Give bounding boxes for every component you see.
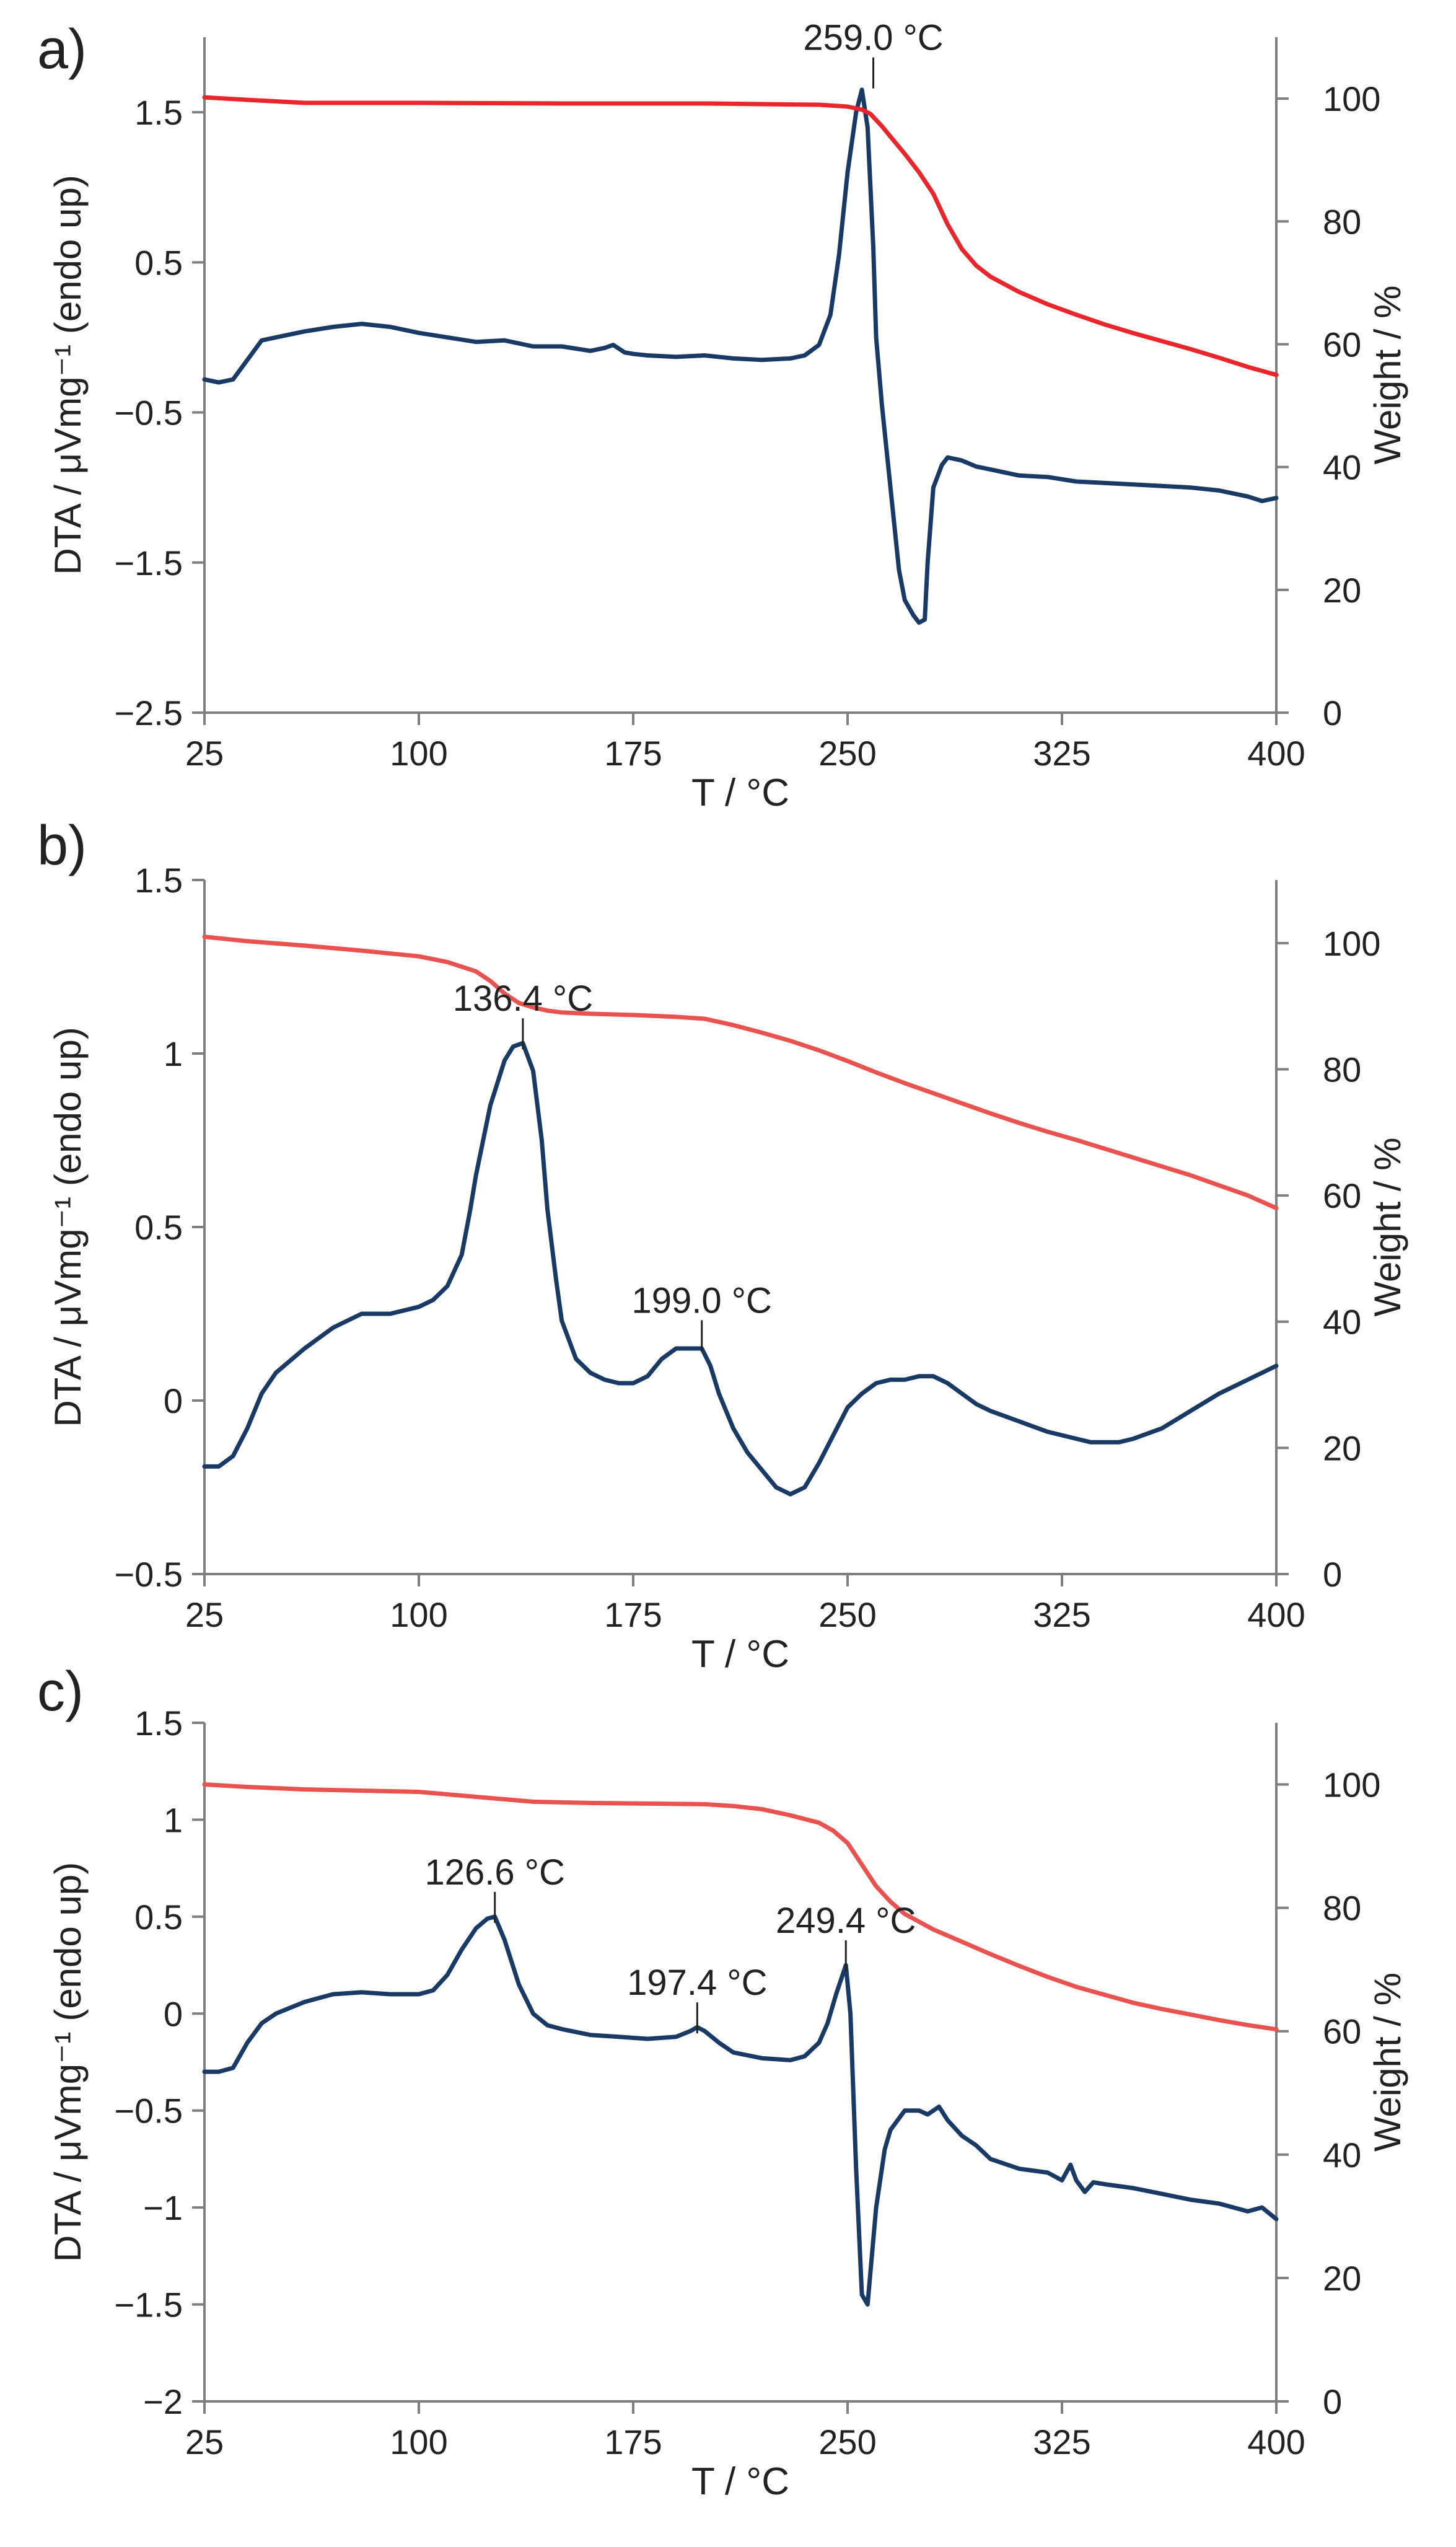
- peak-label: 259.0 °C: [803, 18, 943, 58]
- y-right-tick-label: 100: [1323, 924, 1380, 963]
- y-left-axis-title: DTA / μVmg⁻¹ (endo up): [47, 175, 89, 574]
- x-tick-label: 100: [390, 734, 447, 773]
- x-tick-label: 100: [390, 1595, 447, 1634]
- y-right-axis-title: Weight / %: [1367, 1973, 1408, 2152]
- y-left-tick-label: 0: [164, 1381, 183, 1420]
- y-left-tick-label: −1.5: [114, 2285, 183, 2325]
- x-tick-label: 250: [818, 734, 876, 773]
- y-left-tick-label: −0.5: [114, 2092, 183, 2131]
- y-left-tick-label: 1: [164, 1800, 183, 1839]
- peak-label: 197.4 °C: [627, 1963, 767, 2003]
- x-tick-label: 25: [185, 2422, 224, 2461]
- y-left-axis-title: DTA / μVmg⁻¹ (endo up): [47, 1027, 89, 1427]
- peak-label: 199.0 °C: [632, 1280, 772, 1321]
- y-right-axis-title: Weight / %: [1367, 1137, 1408, 1316]
- weight-curve: [202, 1782, 1279, 2032]
- panel-label: c): [37, 1661, 84, 1723]
- peak-label: 126.6 °C: [425, 1852, 565, 1893]
- x-axis-title: T / °C: [691, 1633, 789, 1676]
- x-tick-label: 175: [604, 2422, 662, 2461]
- x-tick-label: 25: [185, 734, 224, 773]
- chart-panel-a: a) 25 100 175 250 325 400 −2.5 −1.5 −0.5 0.5 1.5 0 20…: [37, 18, 1408, 814]
- y-left-tick-label: −0.5: [114, 1555, 183, 1594]
- y-left-tick-label: −1: [143, 2188, 183, 2227]
- y-right-tick-label: 0: [1323, 1555, 1342, 1594]
- y-right-tick-label: 80: [1323, 1050, 1361, 1089]
- y-right-tick-label: 60: [1323, 325, 1361, 364]
- y-right-tick-label: 40: [1323, 1303, 1361, 1342]
- dta-curve: [202, 1040, 1279, 1497]
- y-right-tick-label: 20: [1323, 2259, 1361, 2298]
- y-right-tick-label: 80: [1323, 202, 1361, 241]
- peak-label: 136.4 °C: [453, 979, 593, 1019]
- x-tick-label: 250: [818, 2422, 876, 2461]
- panel-label: b): [37, 815, 87, 877]
- y-left-tick-label: −2: [143, 2382, 183, 2421]
- y-left-tick-label: −2.5: [114, 693, 183, 732]
- x-tick-label: 100: [390, 2422, 447, 2461]
- dta-curve: [202, 1914, 1279, 2307]
- x-axis-title: T / °C: [691, 2460, 789, 2503]
- x-tick-label: 175: [604, 1595, 662, 1634]
- y-right-tick-label: 40: [1323, 448, 1361, 487]
- peak-label: 249.4 °C: [776, 1901, 916, 1941]
- x-tick-label: 325: [1033, 2422, 1090, 2461]
- y-left-tick-label: −1.5: [114, 543, 183, 583]
- x-tick-label: 400: [1247, 734, 1305, 773]
- x-tick-label: 25: [185, 1595, 224, 1634]
- dta-curve: [202, 87, 1279, 625]
- chart-panel-b: b) 25 100 175 250 325 400 −0.5 0 0.5 1 1.5 0 20 40 60 80…: [37, 815, 1408, 1676]
- chart-panel-c: c) 25 100 175 250 325 400 −2 −1.5 −1 −0.5 0 0.5 1 1.5 0…: [37, 1661, 1408, 2503]
- y-left-tick-label: 1.5: [134, 1704, 183, 1743]
- x-tick-label: 250: [818, 1595, 876, 1634]
- y-left-tick-label: 1: [164, 1034, 183, 1073]
- y-left-tick-label: −0.5: [114, 394, 183, 433]
- x-tick-label: 175: [604, 734, 662, 773]
- y-right-tick-label: 20: [1323, 571, 1361, 610]
- y-right-tick-label: 20: [1323, 1428, 1361, 1467]
- y-left-tick-label: 0.5: [134, 1898, 183, 1937]
- x-tick-label: 325: [1033, 734, 1090, 773]
- y-left-tick-label: 1.5: [134, 93, 183, 132]
- y-left-tick-label: 1.5: [134, 861, 183, 900]
- y-right-tick-label: 100: [1323, 79, 1380, 118]
- weight-curve: [202, 95, 1279, 377]
- weight-curve: [202, 935, 1279, 1210]
- y-right-tick-label: 60: [1323, 1176, 1361, 1215]
- y-right-tick-label: 60: [1323, 2012, 1361, 2051]
- y-right-tick-label: 80: [1323, 1889, 1361, 1928]
- x-tick-label: 325: [1033, 1595, 1090, 1634]
- y-right-tick-label: 0: [1323, 693, 1342, 732]
- y-left-tick-label: 0: [164, 1994, 183, 2033]
- y-left-tick-label: 0.5: [134, 243, 183, 282]
- panel-label: a): [37, 19, 87, 81]
- x-tick-label: 400: [1247, 2422, 1305, 2461]
- x-tick-label: 400: [1247, 1595, 1305, 1634]
- y-left-tick-label: 0.5: [134, 1208, 183, 1247]
- x-axis-title: T / °C: [691, 772, 789, 814]
- y-right-tick-label: 0: [1323, 2382, 1342, 2421]
- y-right-tick-label: 100: [1323, 1766, 1380, 1805]
- y-right-axis-title: Weight / %: [1367, 285, 1408, 464]
- y-right-tick-label: 40: [1323, 2136, 1361, 2175]
- y-left-axis-title: DTA / μVmg⁻¹ (endo up): [47, 1862, 89, 2262]
